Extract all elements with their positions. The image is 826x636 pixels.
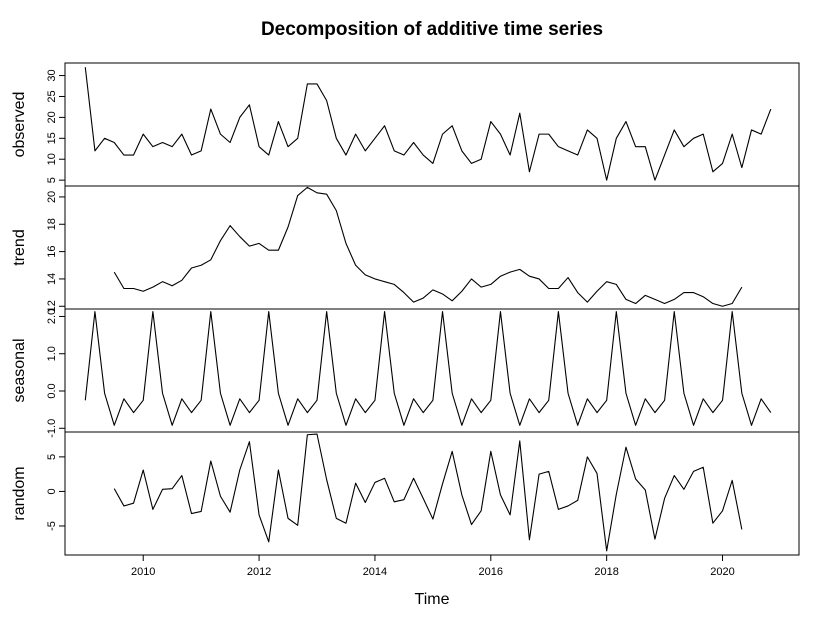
y-tick-label-observed: 15 (46, 132, 58, 144)
y-tick-label-seasonal: 0.0 (46, 383, 58, 398)
y-tick-label-seasonal: 1.0 (46, 346, 58, 361)
chart-title: Decomposition of additive time series (261, 19, 603, 40)
x-tick-label: 2020 (710, 566, 734, 578)
x-tick-label: 2018 (594, 566, 618, 578)
panel-frame-random (64, 431, 800, 556)
panel-label-trend: trend (11, 229, 28, 265)
series-line-trend (113, 186, 743, 307)
y-tick-label-trend: 18 (46, 218, 58, 230)
x-axis-title: Time (415, 591, 450, 608)
y-tick-label-observed: 30 (46, 69, 58, 81)
y-tick-label-trend: 12 (46, 300, 58, 312)
x-tick-label: 2014 (363, 566, 387, 578)
panels-group: 5 10 15 20 25 30 observed 12 14 16 18 20 trend -1.0 0.… (11, 62, 800, 556)
x-tick-label: 2012 (247, 566, 271, 578)
panel-label-observed: observed (11, 92, 28, 158)
y-tick-label-trend: 14 (46, 273, 58, 285)
y-tick-label-random: 5 (46, 454, 58, 460)
panel-label-seasonal: seasonal (11, 338, 28, 402)
y-tick-label-trend: 20 (46, 191, 58, 203)
y-tick-label-observed: 5 (46, 177, 58, 183)
x-tick-label: 2010 (131, 566, 155, 578)
panel-label-random: random (11, 466, 28, 520)
series-line-observed (84, 67, 772, 181)
panel-random: -5 0 5 random (11, 431, 800, 556)
x-tick-label: 2016 (479, 566, 503, 578)
y-tick-label-seasonal: -1.0 (46, 419, 58, 438)
y-tick-label-observed: 10 (46, 153, 58, 165)
series-line-seasonal (84, 311, 772, 426)
y-tick-label-observed: 20 (46, 111, 58, 123)
series-line-random (113, 433, 743, 552)
y-tick-label-trend: 16 (46, 245, 58, 257)
y-tick-label-random: -5 (46, 521, 58, 531)
y-tick-label-random: 0 (46, 488, 58, 494)
y-tick-label-seasonal: 2.0 (46, 309, 58, 324)
panel-trend: 12 14 16 18 20 trend (11, 185, 800, 312)
y-tick-label-observed: 25 (46, 90, 58, 102)
x-axis: 2010 2012 2014 2016 2018 2020 (131, 555, 735, 578)
